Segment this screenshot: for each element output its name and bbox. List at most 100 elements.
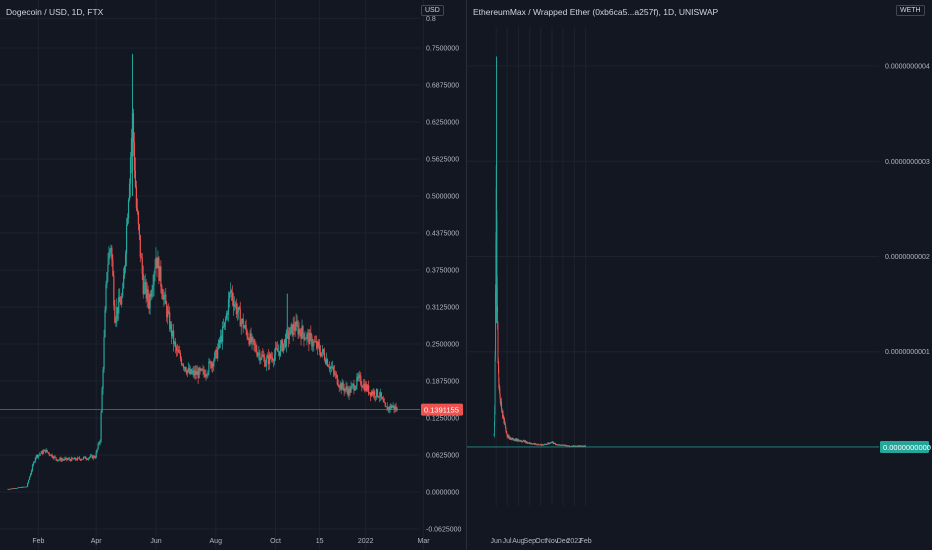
candle-body	[117, 307, 119, 314]
candle-body	[155, 257, 157, 268]
candle-body	[57, 460, 59, 461]
candle-body	[8, 489, 10, 490]
candle-body	[113, 275, 115, 306]
candle-body	[242, 318, 244, 329]
candle-body	[300, 332, 302, 339]
candle-body	[103, 337, 105, 370]
candle-body	[254, 344, 256, 346]
candle-body	[495, 292, 496, 357]
dogecoin-chart[interactable]: 0.8 0.7500000 0.6875000 0.6250000 0.5625000 0…	[0, 0, 466, 550]
candle-body	[153, 273, 155, 286]
candle-body	[343, 387, 345, 392]
candle-body	[534, 444, 536, 446]
candle-body	[200, 368, 202, 371]
candle-body	[130, 138, 133, 158]
candle-body	[102, 369, 104, 389]
last-price-tag: 0.0000000000	[880, 440, 931, 453]
candle-body	[199, 368, 201, 371]
grid	[467, 27, 879, 506]
candle-body	[138, 224, 140, 235]
candle-body	[39, 453, 41, 455]
candle-body	[396, 408, 398, 411]
candle-body	[230, 290, 233, 293]
candle-body	[339, 383, 341, 388]
candle-body	[358, 375, 360, 379]
emax-chart[interactable]: 0.0000000004 0.0000000003 0.0000000002 0.00…	[467, 0, 932, 550]
candle-body	[502, 413, 504, 418]
candle-body	[180, 358, 183, 365]
candle-body	[306, 334, 308, 339]
currency-label[interactable]: WETH	[896, 5, 925, 16]
candle-body	[297, 324, 299, 335]
candle-body	[311, 335, 313, 347]
candle-body	[226, 313, 229, 315]
candle-body	[63, 459, 65, 461]
currency-label[interactable]: USD	[421, 5, 444, 16]
candle-body	[144, 282, 146, 284]
y-axis[interactable]: 0.0000000004 0.0000000003 0.0000000002 0.00…	[885, 64, 930, 452]
y-axis[interactable]: 0.8 0.7500000 0.6875000 0.6250000 0.5625000 0…	[426, 16, 462, 534]
candle-body	[156, 257, 158, 269]
candle-body	[126, 218, 129, 225]
emax-chart-pane[interactable]: 0.0000000004 0.0000000003 0.0000000002 0.00…	[467, 0, 932, 550]
candle-body	[34, 457, 37, 462]
candle-body	[335, 374, 337, 376]
candle-body	[504, 419, 505, 423]
candle-body	[499, 388, 501, 395]
candle-body	[227, 298, 230, 315]
candle-body	[333, 370, 335, 375]
candle-body	[365, 384, 367, 391]
candle-body	[296, 321, 298, 325]
candle-body	[188, 368, 190, 374]
x-tick-label: Feb	[32, 538, 44, 545]
candle-body	[273, 354, 276, 362]
candle-body	[184, 367, 186, 371]
candle-body	[497, 328, 499, 363]
candle-body	[189, 369, 191, 374]
candle-body	[266, 358, 268, 365]
dogecoin-chart-pane[interactable]: 0.8 0.7500000 0.6875000 0.6250000 0.5625000 0…	[0, 0, 467, 550]
candle-body	[360, 376, 362, 385]
candle-body	[319, 345, 321, 352]
x-tick-label: Oct	[535, 538, 546, 545]
x-tick-label: Mar	[417, 538, 430, 545]
candle-body	[124, 266, 126, 276]
candle-body	[195, 370, 197, 375]
candle-body	[312, 345, 314, 347]
candle-body	[56, 459, 58, 461]
candle-body	[198, 368, 200, 379]
candle-body	[68, 458, 70, 460]
candle-body	[501, 404, 503, 412]
candle-body	[380, 392, 382, 398]
candle-body	[233, 304, 235, 307]
candle-body	[82, 457, 85, 459]
candle-body	[51, 454, 53, 458]
candle-body	[516, 439, 518, 441]
candle-body	[128, 183, 131, 200]
candle-body	[383, 401, 385, 403]
candle-body	[493, 435, 495, 436]
candle-body	[284, 339, 286, 347]
candle-body	[97, 443, 99, 450]
x-axis[interactable]: Feb Apr Jun Aug Oct 15 2022 Mar	[32, 538, 430, 545]
candle-body	[556, 444, 558, 446]
candle-body	[232, 300, 234, 307]
candle-body	[374, 396, 377, 398]
candle-body	[94, 457, 96, 459]
candle-body	[499, 394, 501, 401]
candle-body	[7, 489, 9, 490]
candle-body	[172, 330, 174, 337]
candle-body	[76, 459, 78, 461]
candle-body	[60, 458, 62, 461]
y-tick-label: 0.3125000	[426, 305, 459, 312]
candle-body	[351, 384, 353, 387]
candle-body	[223, 326, 225, 328]
candle-body	[174, 342, 176, 344]
candle-body	[494, 356, 496, 407]
candle-body	[310, 332, 312, 336]
candle-body	[280, 340, 283, 345]
candle-body	[58, 459, 60, 461]
candle-body	[513, 439, 515, 441]
candle-body	[122, 288, 124, 297]
